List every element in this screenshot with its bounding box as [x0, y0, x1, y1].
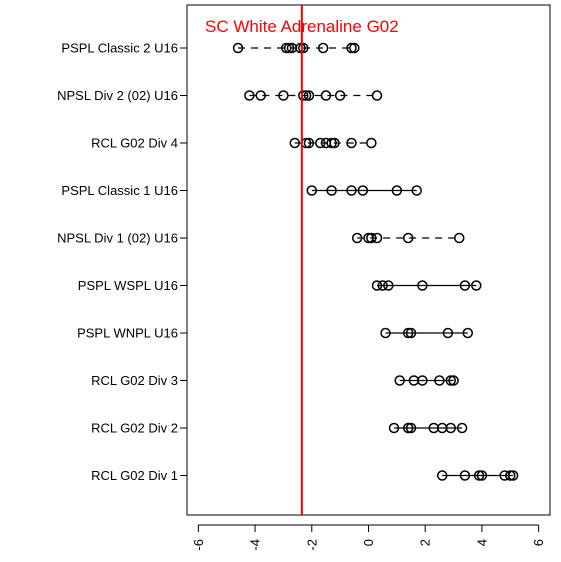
data-point — [442, 327, 454, 339]
data-point — [326, 185, 337, 196]
data-point — [232, 42, 244, 54]
data-point — [357, 185, 369, 196]
category-row: NPSL Div 2 (02) U16 — [57, 88, 383, 103]
data-point — [380, 327, 391, 339]
data-point — [388, 422, 400, 434]
data-point — [473, 470, 485, 481]
category-row: PSPL Classic 1 U16 — [61, 183, 422, 198]
data-point — [391, 185, 403, 196]
category-row: PSPL WSPL U16 — [78, 278, 482, 293]
data-point — [454, 232, 465, 244]
category-label: RCL G02 Div 3 — [91, 373, 178, 388]
data-point — [315, 137, 326, 149]
data-point — [346, 137, 357, 149]
data-point — [394, 375, 405, 386]
data-point — [411, 185, 422, 196]
category-label: RCL G02 Div 4 — [91, 136, 178, 151]
data-point — [436, 470, 448, 481]
x-tick-label: 4 — [474, 539, 489, 546]
data-point — [377, 280, 388, 291]
category-row: RCL G02 Div 1 — [91, 468, 519, 483]
x-tick-label: 2 — [418, 539, 433, 546]
category-row: RCL G02 Div 3 — [91, 373, 459, 388]
data-point — [366, 137, 377, 149]
data-point — [326, 137, 337, 149]
data-point — [445, 375, 456, 386]
data-point — [402, 422, 414, 434]
plot-frame — [186, 4, 551, 516]
data-point — [456, 422, 468, 434]
category-label: PSPL Classic 2 U16 — [61, 41, 178, 56]
data-point — [349, 42, 360, 54]
data-point — [402, 232, 414, 244]
data-point — [366, 232, 377, 244]
x-tick-label: -4 — [248, 539, 263, 551]
data-point — [371, 90, 383, 101]
category-row: PSPL Classic 2 U16 — [61, 41, 360, 56]
category-row: NPSL Div 1 (02) U16 — [57, 231, 465, 246]
data-point — [507, 470, 519, 481]
category-label: NPSL Div 1 (02) U16 — [57, 231, 178, 246]
data-point — [462, 327, 474, 339]
data-point — [295, 42, 306, 54]
data-point — [306, 185, 318, 196]
reference-line-group: SC White Adrenaline G02 — [205, 5, 399, 515]
data-point — [281, 42, 292, 54]
data-point — [298, 90, 309, 101]
category-label: PSPL WNPL U16 — [77, 326, 178, 341]
data-point — [405, 422, 417, 434]
data-point — [505, 470, 516, 481]
data-point — [329, 137, 340, 149]
data-point — [289, 137, 301, 149]
data-point — [283, 42, 295, 54]
x-tick-label: -2 — [304, 539, 319, 551]
data-point — [351, 232, 363, 244]
data-point — [346, 42, 357, 54]
data-point — [448, 375, 459, 386]
data-point — [303, 90, 315, 101]
data-point — [402, 327, 414, 339]
data-point — [476, 470, 488, 481]
data-point — [334, 90, 346, 101]
category-label: PSPL WSPL U16 — [78, 278, 178, 293]
data-point — [346, 185, 357, 196]
data-point — [417, 280, 428, 291]
data-point — [459, 280, 471, 291]
category-row: PSPL WNPL U16 — [77, 326, 474, 341]
data-point — [459, 470, 471, 481]
x-tick-label: -6 — [191, 539, 206, 551]
data-point — [371, 232, 383, 244]
data-point — [471, 280, 482, 291]
data-point — [278, 90, 289, 101]
category-label: RCL G02 Div 2 — [91, 421, 178, 436]
category-label: NPSL Div 2 (02) U16 — [57, 88, 178, 103]
category-row: RCL G02 Div 2 — [91, 421, 468, 436]
data-point — [320, 90, 332, 101]
data-point — [255, 90, 266, 101]
x-tick-label: 0 — [361, 539, 376, 546]
category-row: RCL G02 Div 4 — [91, 136, 377, 151]
data-point — [445, 422, 456, 434]
data-point — [417, 375, 428, 386]
x-axis: -6 -4 -2 0 2 4 6 — [191, 524, 546, 551]
data-point — [405, 327, 417, 339]
data-point — [383, 280, 394, 291]
data-point — [434, 375, 445, 386]
data-point — [303, 137, 315, 149]
category-label: PSPL Classic 1 U16 — [61, 183, 178, 198]
category-label: RCL G02 Div 1 — [91, 468, 178, 483]
data-point — [244, 90, 255, 101]
data-point — [298, 42, 309, 54]
x-tick-label: 6 — [531, 539, 546, 546]
data-point — [371, 280, 383, 291]
category-rows: PSPL Classic 2 U16 NPSL Div 2 (02) U16 RCL… — [57, 41, 519, 483]
data-point — [317, 42, 329, 54]
reference-line-label: SC White Adrenaline G02 — [205, 17, 399, 36]
